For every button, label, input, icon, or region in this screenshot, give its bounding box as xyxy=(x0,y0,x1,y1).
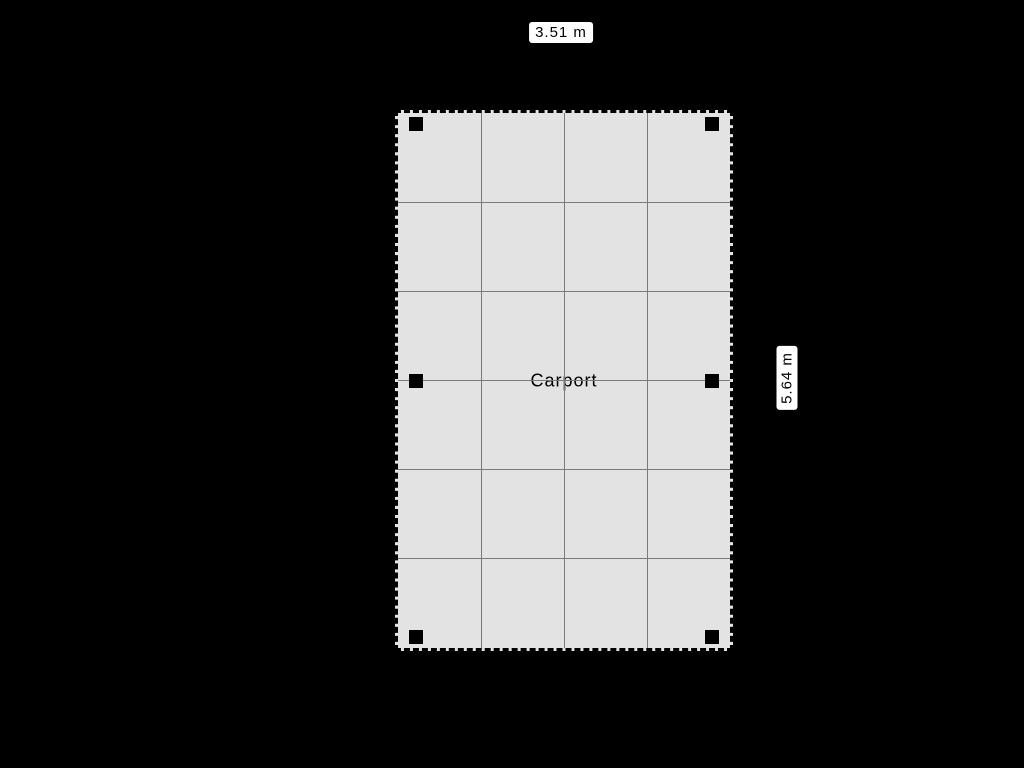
support-post xyxy=(409,374,423,388)
grid-line-horizontal xyxy=(398,291,730,292)
dimension-width-label: 3.51 m xyxy=(529,22,593,43)
grid-line-horizontal xyxy=(398,469,730,470)
support-post xyxy=(409,630,423,644)
carport-outline: Carport xyxy=(395,110,733,651)
support-post xyxy=(705,374,719,388)
grid-line-horizontal xyxy=(398,202,730,203)
support-post xyxy=(409,117,423,131)
dimension-height-label: 5.64 m xyxy=(777,346,798,410)
support-post xyxy=(705,630,719,644)
grid-line-horizontal xyxy=(398,380,730,381)
floor-plan-canvas: 3.51 m 5.64 m Carport xyxy=(0,0,1024,768)
support-post xyxy=(705,117,719,131)
grid-line-horizontal xyxy=(398,558,730,559)
